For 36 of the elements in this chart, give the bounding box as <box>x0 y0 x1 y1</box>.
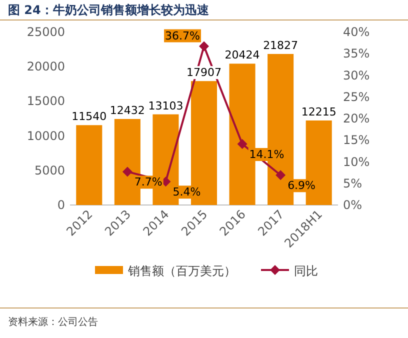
y-tick-label: 20000 <box>26 60 65 74</box>
data-label: 12432 <box>110 104 145 117</box>
legend-label: 销售额（百万美元） <box>127 264 236 278</box>
y2-tick-label: 10% <box>343 154 370 169</box>
y2-tick-label: 20% <box>343 112 370 126</box>
y-tick-label: 0 <box>57 198 65 212</box>
data-label: 7.7% <box>134 176 162 189</box>
y2-tick-label: 5% <box>343 176 362 190</box>
data-label: 11540 <box>72 110 107 124</box>
y-tick-label: 5000 <box>34 163 65 178</box>
data-label: 5.4% <box>172 186 201 199</box>
point <box>199 41 209 52</box>
chart-title: 图 24：牛奶公司销售额增长较为迅速 <box>8 3 210 17</box>
y2-tick-label: 40% <box>343 25 370 39</box>
bar <box>76 125 102 205</box>
data-label: 6.9% <box>288 179 316 192</box>
point <box>276 170 286 180</box>
y2-tick-label: 0% <box>343 198 362 212</box>
y-tick-label: 15000 <box>26 94 65 108</box>
y2-tick-label: 25% <box>343 90 370 104</box>
data-label: 13103 <box>148 99 184 112</box>
text: 资料来源：公司公告 <box>8 316 98 328</box>
y-tick-label: 10000 <box>26 128 65 143</box>
y-tick-label: 25000 <box>26 25 65 39</box>
y2-tick-label: 35% <box>343 46 370 61</box>
data-label: 36.7% <box>165 29 200 42</box>
point <box>122 166 132 177</box>
data-label: 14.1% <box>249 148 284 162</box>
data-label: 21827 <box>263 38 298 52</box>
y2-tick-label: 30% <box>343 68 370 82</box>
y2-tick-label: 15% <box>343 133 370 148</box>
data-label: 20424 <box>224 48 260 62</box>
point <box>237 139 248 150</box>
data-label: 17907 <box>186 66 222 80</box>
legend-label: 同比 <box>294 264 318 278</box>
data-label: 12215 <box>301 105 336 118</box>
